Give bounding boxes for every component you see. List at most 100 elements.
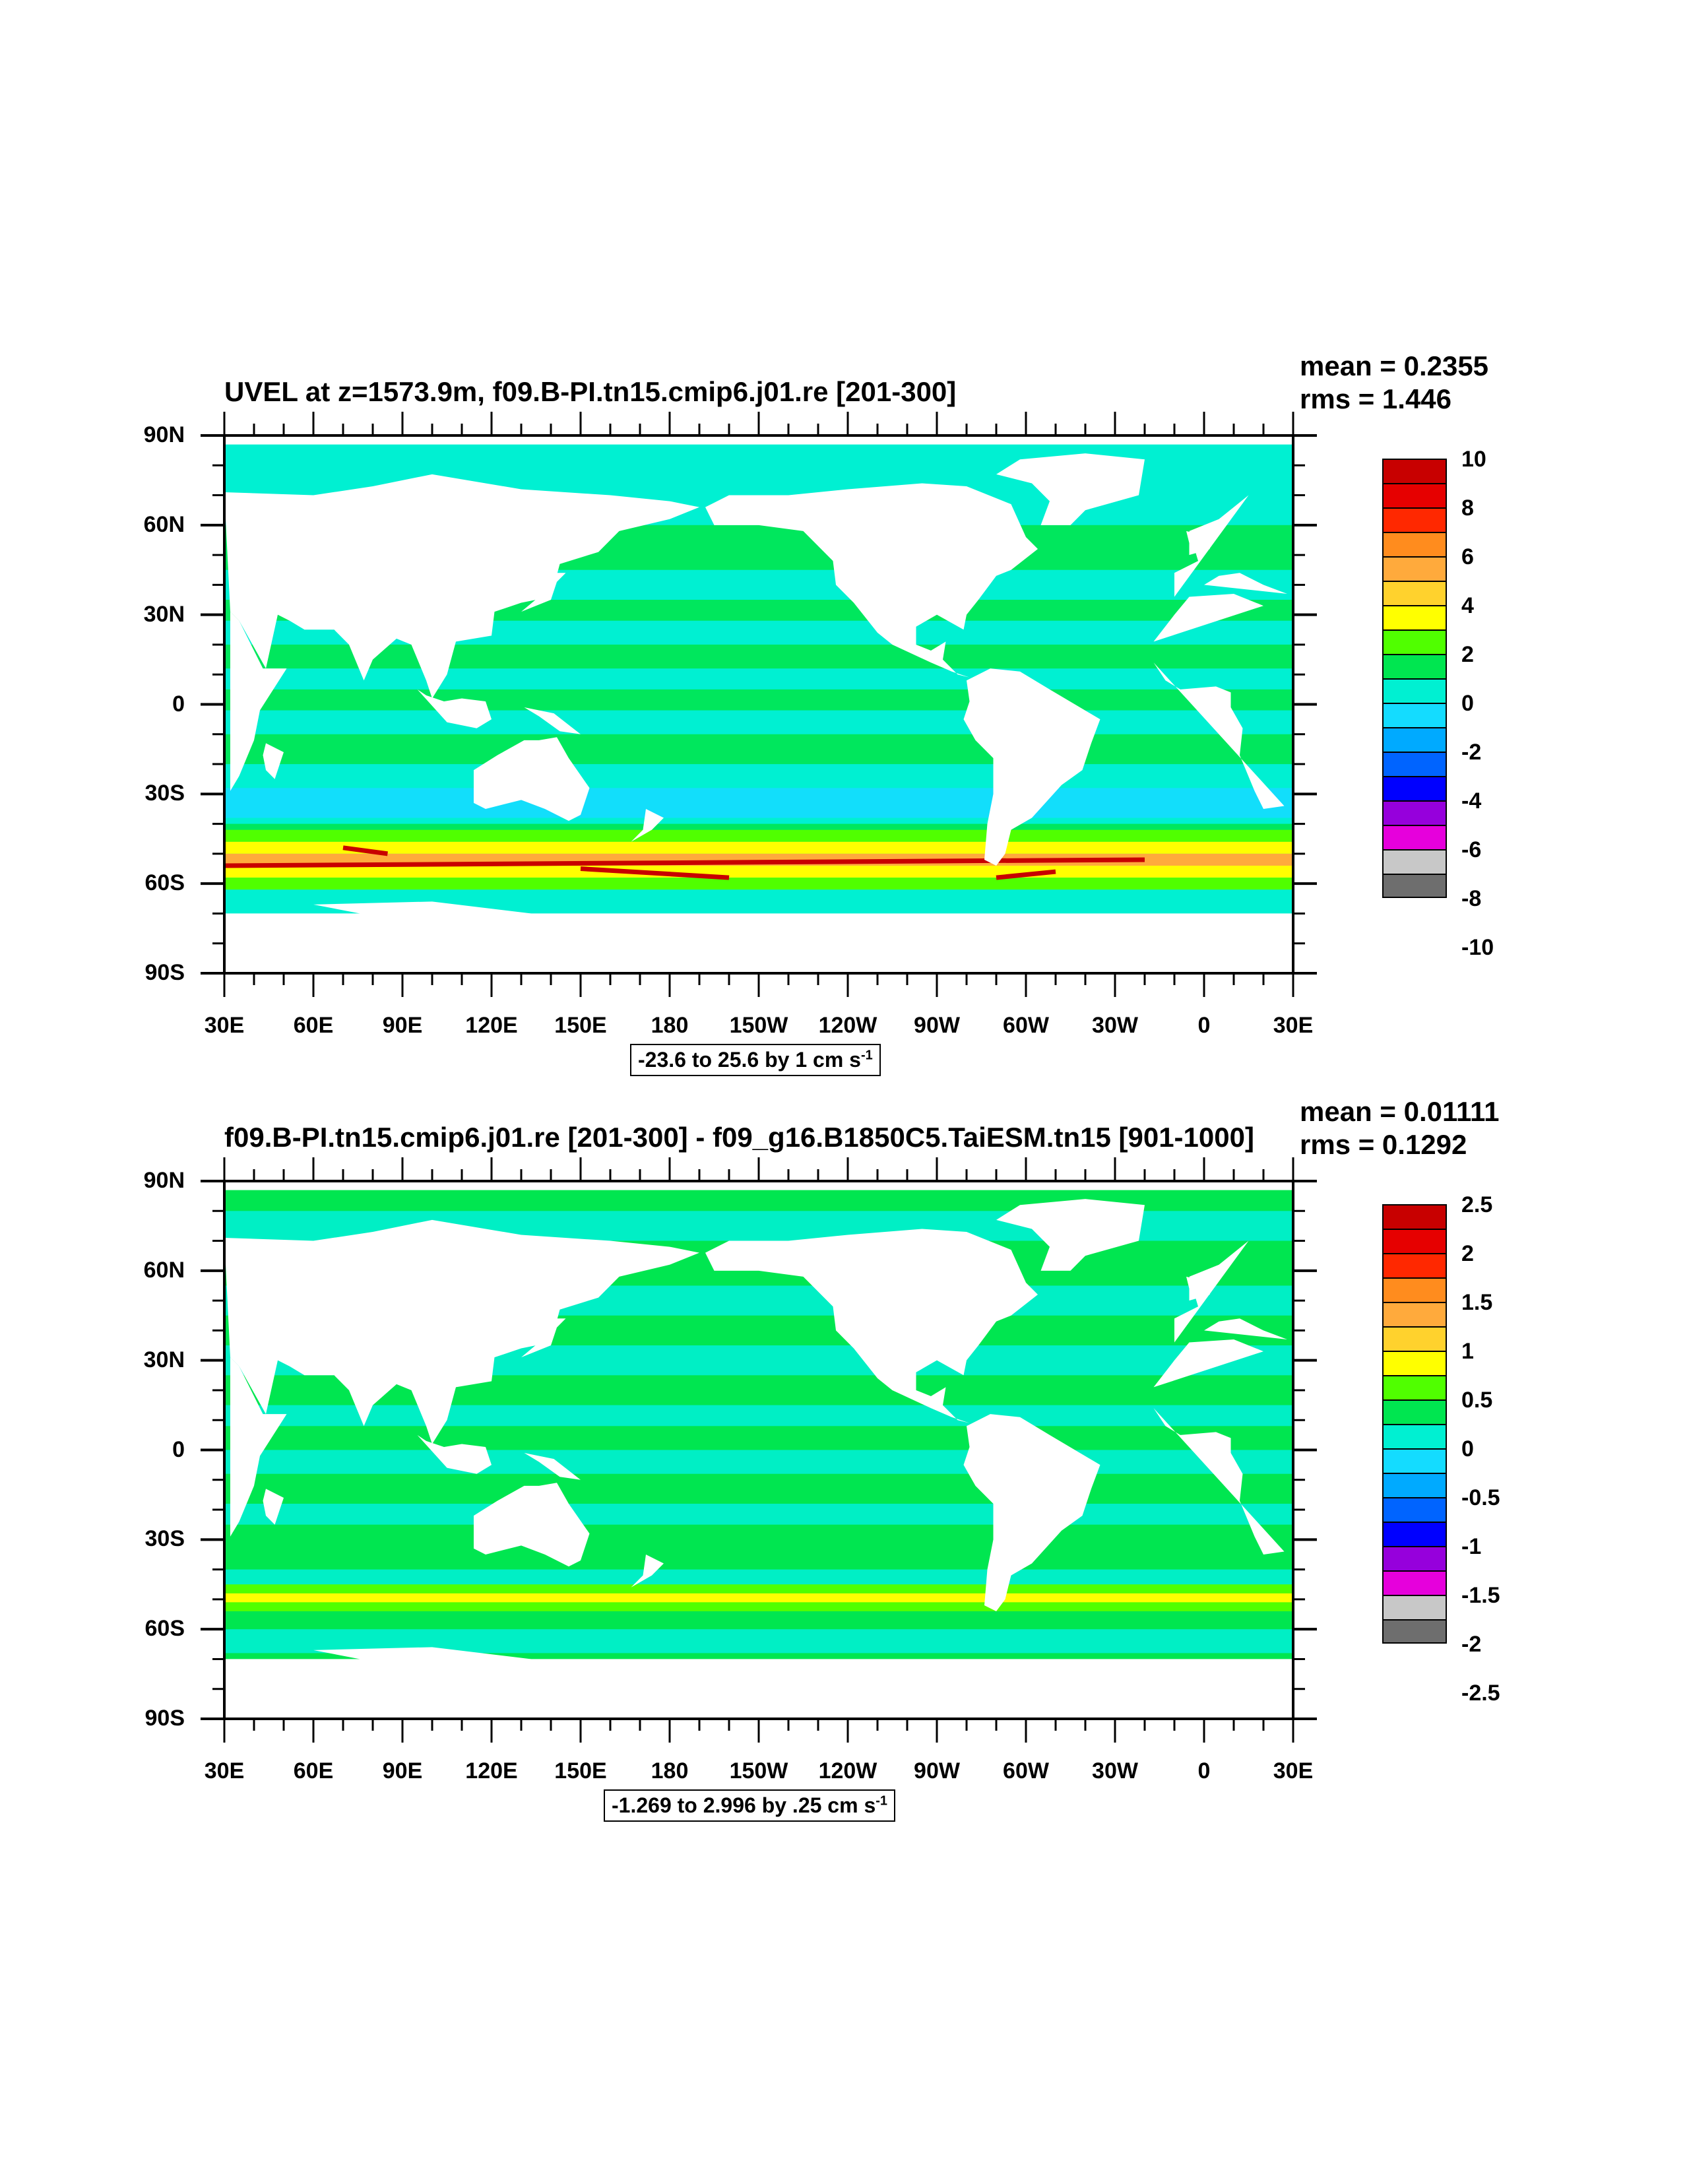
colorbar-swatch: [1382, 1351, 1447, 1375]
polar-mask: [224, 435, 1293, 445]
land-greenland: [996, 1199, 1145, 1271]
y-tick-label: 60N: [143, 511, 185, 537]
x-tick-label: 30W: [1092, 1758, 1138, 1783]
x-tick-label: 60E: [293, 1013, 334, 1038]
colorbar-swatch: [1382, 800, 1447, 825]
rms-value: rms = 1.446: [1300, 383, 1452, 414]
y-tick-label: 0: [172, 1436, 185, 1462]
x-tick-label: 90W: [914, 1758, 960, 1783]
land-japan: [521, 1318, 566, 1358]
velocity-band: [224, 734, 1293, 765]
y-tick-label: 30N: [143, 1347, 185, 1372]
colorbar-swatch: [1382, 507, 1447, 532]
land-namerica: [705, 1229, 1038, 1423]
panel-title: f09.B-PI.tn15.cmip6.j01.re [201-300] - f…: [224, 1122, 1254, 1153]
colorbar-swatch: [1382, 1253, 1447, 1277]
unit-exponent: -1: [860, 1048, 873, 1063]
land-africa: [1153, 1408, 1285, 1555]
y-tick-label: 60S: [144, 1616, 185, 1642]
x-tick-label: 120W: [818, 1758, 877, 1783]
jet-streak: [342, 845, 388, 856]
x-tick-label: 30E: [1273, 1758, 1314, 1783]
colorbar-swatch: [1382, 459, 1447, 483]
colorbar-swatch: [1382, 1424, 1447, 1448]
contour-info-box: -1.269 to 2.996 by .25 cm s-1: [604, 1789, 896, 1822]
colorbar-label: -1.5: [1461, 1583, 1500, 1608]
y-tick-label: 0: [172, 691, 185, 717]
colorbar-swatch: [1382, 1277, 1447, 1302]
colorbar-swatch: [1382, 483, 1447, 507]
colorbar-swatch: [1382, 654, 1447, 678]
polar-mask: [224, 1659, 1293, 1719]
x-tick-label: 120W: [818, 1013, 877, 1038]
land-britain: [1186, 530, 1210, 556]
acc-band: [224, 1602, 1293, 1611]
velocity-band: [224, 1450, 1293, 1474]
land-eurasia: [1204, 573, 1287, 594]
land-africa: [230, 612, 287, 791]
colorbar-swatch: [1382, 1473, 1447, 1497]
jet-streak: [996, 869, 1056, 880]
map-panel-bottom: f09.B-PI.tn15.cmip6.j01.re [201-300] - f…: [0, 1089, 1689, 1834]
colorbar-swatch: [1382, 556, 1447, 581]
y-tick-label: 30S: [144, 781, 185, 806]
colorbar-swatch: [1382, 1522, 1447, 1546]
colorbar-swatch: [1382, 1570, 1447, 1595]
colorbar-swatch: [1382, 605, 1447, 629]
land-greenland: [996, 453, 1145, 525]
x-tick-label: 30E: [1273, 1013, 1314, 1038]
colorbar-label: 2: [1461, 642, 1474, 667]
map-plot-area: [201, 1157, 1317, 1743]
mean-value: mean = 0.01111: [1300, 1096, 1500, 1127]
x-tick-label: 120E: [465, 1013, 518, 1038]
stats-block: mean = 0.01111 rms = 0.1292: [1300, 1095, 1499, 1161]
land-indonesia: [417, 689, 492, 728]
velocity-map: [201, 1157, 1317, 1743]
colorbar-swatch: [1382, 776, 1447, 800]
colorbar-label: 0: [1461, 1436, 1474, 1461]
unit-exponent: -1: [876, 1793, 888, 1809]
colorbar-label: 1.5: [1461, 1290, 1493, 1315]
land-madagascar: [263, 1489, 284, 1525]
rms-value: rms = 0.1292: [1300, 1129, 1467, 1160]
colorbar-swatch: [1382, 1448, 1447, 1473]
colorbar-label: 10: [1461, 447, 1486, 472]
land-newguinea: [524, 707, 581, 734]
colorbar-swatch: [1382, 678, 1447, 703]
y-tick-label: 90N: [143, 422, 185, 447]
x-tick-label: 30E: [204, 1013, 245, 1038]
contour-info-text: -23.6 to 25.6 by 1 cm s: [638, 1048, 861, 1072]
x-tick-label: 180: [651, 1758, 689, 1783]
colorbar-swatch: [1382, 874, 1447, 898]
colorbar-swatch: [1382, 1595, 1447, 1619]
y-tick-label: 60N: [143, 1257, 185, 1283]
colorbar-label: -6: [1461, 837, 1482, 862]
colorbar: [1382, 1204, 1447, 1644]
land-africa: [1153, 662, 1285, 809]
colorbar-label: 2: [1461, 1241, 1474, 1266]
colorbar-label: -2: [1461, 740, 1482, 765]
x-tick-label: 90E: [382, 1013, 423, 1038]
land-eurasia: [224, 474, 699, 699]
land-britain: [1186, 1276, 1210, 1301]
colorbar-label: 6: [1461, 544, 1474, 569]
x-tick-label: 150W: [729, 1758, 788, 1783]
colorbar-swatch: [1382, 727, 1447, 752]
colorbar-label: -10: [1461, 935, 1494, 960]
acc-band: [224, 1593, 1293, 1603]
panel-title: UVEL at z=1573.9m, f09.B-PI.tn15.cmip6.j…: [224, 376, 957, 407]
x-tick-label: 60W: [1003, 1758, 1049, 1783]
land-indonesia: [417, 1434, 492, 1474]
x-tick-label: 0: [1197, 1758, 1211, 1783]
y-tick-label: 30N: [143, 601, 185, 627]
colorbar-swatch: [1382, 1302, 1447, 1326]
colorbar-label: -2.5: [1461, 1681, 1500, 1706]
colorbar-swatch: [1382, 752, 1447, 776]
colorbar-label: 2.5: [1461, 1192, 1493, 1217]
x-tick-label: 150W: [729, 1013, 788, 1038]
land-australia: [474, 737, 590, 821]
land-japan: [521, 573, 566, 612]
velocity-band: [224, 788, 1293, 818]
x-tick-label: 30E: [204, 1758, 245, 1783]
